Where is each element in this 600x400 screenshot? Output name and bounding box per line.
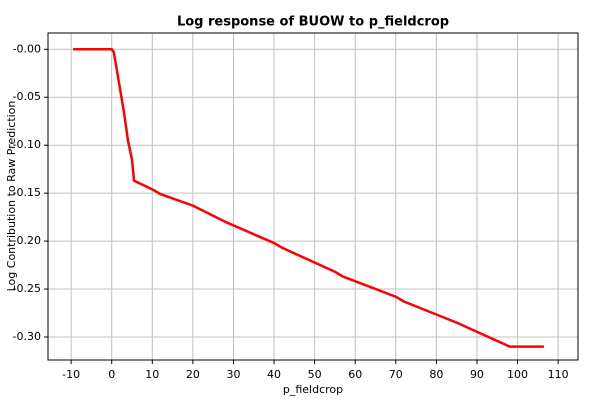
- y-tick-label: -0.05: [13, 90, 41, 103]
- x-tick-label: -10: [62, 368, 80, 381]
- y-axis-label: Log Contribution to Raw Prediction: [5, 101, 18, 292]
- x-tick-label: 40: [267, 368, 281, 381]
- x-tick-label: 50: [308, 368, 322, 381]
- data-line: [73, 48, 544, 348]
- x-tick-label: 80: [429, 368, 443, 381]
- x-tick-label: 90: [470, 368, 484, 381]
- x-tick-label: 20: [186, 368, 200, 381]
- x-tick-label: 10: [145, 368, 159, 381]
- x-tick-label: 110: [548, 368, 569, 381]
- y-tick-label: -0.15: [13, 186, 41, 199]
- y-tick-label: -0.30: [13, 330, 41, 343]
- y-tick-label: -0.20: [13, 234, 41, 247]
- x-tick-label: 30: [226, 368, 240, 381]
- plot-frame: [47, 32, 579, 361]
- y-tick-label: -0.25: [13, 282, 41, 295]
- x-axis-label: p_fieldcrop: [283, 383, 343, 396]
- chart-title: Log response of BUOW to p_fieldcrop: [177, 15, 449, 30]
- x-tick-label: 100: [507, 368, 528, 381]
- x-tick-label: 0: [108, 368, 115, 381]
- y-tick-label: -0.10: [13, 138, 41, 151]
- x-tick-label: 60: [348, 368, 362, 381]
- y-tick-label: -0.00: [13, 42, 41, 55]
- x-tick-label: 70: [389, 368, 403, 381]
